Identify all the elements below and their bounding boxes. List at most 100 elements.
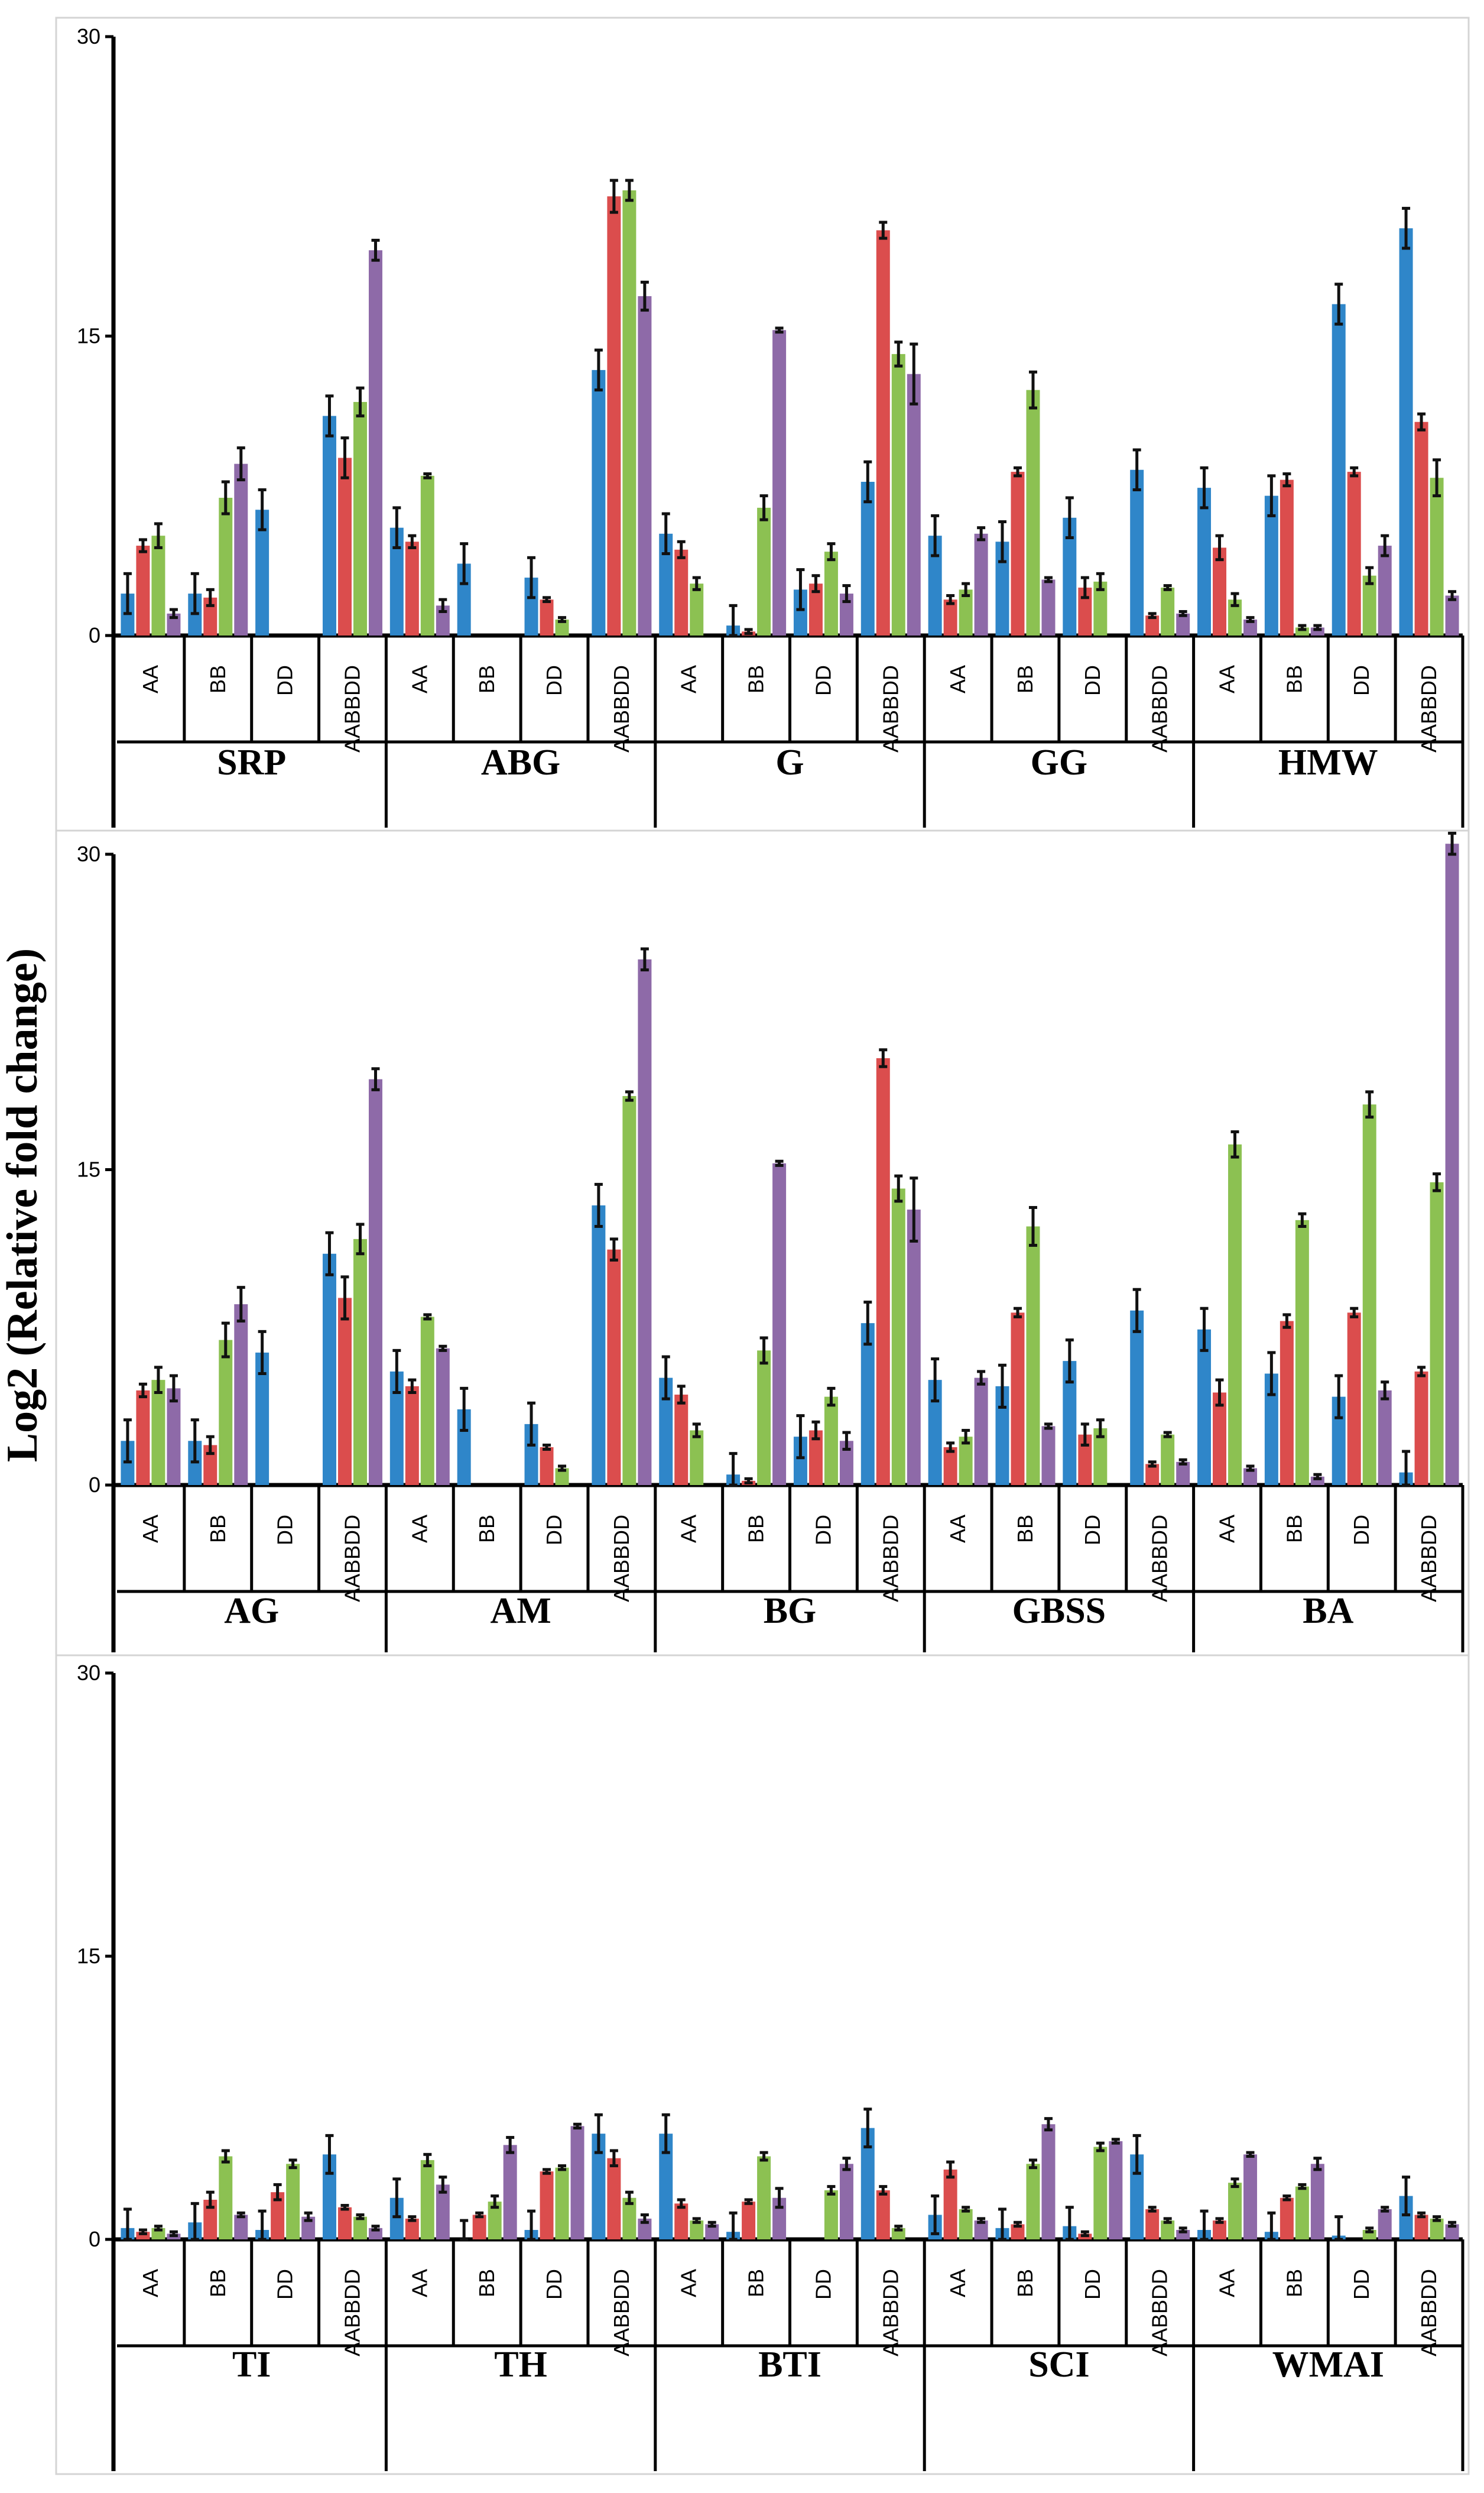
genome-label: AABBDD	[340, 1515, 364, 1602]
bar	[622, 190, 637, 636]
bar	[337, 1298, 352, 1485]
bar	[555, 2167, 569, 2239]
panel-frame	[55, 1654, 1470, 2475]
bar	[1310, 2164, 1324, 2239]
gene-label: HMW	[1278, 743, 1378, 783]
bar	[1197, 1329, 1212, 1485]
bar	[1213, 2220, 1227, 2239]
bar	[1041, 1426, 1056, 1485]
bar	[322, 416, 336, 636]
bar	[389, 527, 404, 636]
gene-label: GG	[1031, 743, 1087, 783]
gene-label: SRP	[217, 743, 286, 783]
bar	[1011, 2224, 1025, 2239]
gene-label: ABG	[481, 743, 560, 783]
bar	[405, 2218, 419, 2239]
genome-label: BB	[1282, 1515, 1306, 1543]
genome-label: BB	[206, 1515, 230, 1543]
genome-label: DD	[811, 1515, 835, 1545]
gene-label: WMAI	[1272, 2345, 1384, 2385]
genome-label: AA	[138, 665, 163, 693]
bar	[592, 369, 606, 636]
bar	[1093, 2147, 1108, 2239]
bar	[793, 589, 807, 636]
bar	[1228, 2183, 1242, 2239]
bar	[959, 2209, 973, 2239]
bar	[839, 1441, 853, 1485]
bar	[389, 1371, 404, 1485]
genome-label: AABBDD	[1148, 665, 1172, 753]
bar	[891, 1188, 905, 1485]
bar	[1213, 1392, 1227, 1485]
bar	[234, 2215, 248, 2239]
bar	[1176, 613, 1190, 636]
bar	[203, 597, 217, 636]
gene-label: SCI	[1028, 2345, 1089, 2385]
bar	[540, 599, 554, 636]
bar	[1378, 1390, 1392, 1485]
bar	[1063, 517, 1077, 636]
genome-label: BB	[475, 1515, 499, 1543]
bar	[234, 463, 248, 636]
bar	[1026, 1226, 1040, 1485]
bar	[203, 1445, 217, 1485]
bar	[1347, 472, 1361, 636]
bar	[1145, 2209, 1160, 2239]
bar	[337, 458, 352, 636]
bar	[1243, 619, 1258, 636]
genome-label: DD	[542, 665, 566, 696]
bar	[1228, 1144, 1242, 1485]
genome-label: DD	[1080, 1515, 1105, 1545]
genome-label: DD	[1349, 665, 1373, 696]
bar	[876, 230, 890, 636]
bar	[1026, 390, 1040, 636]
bar	[974, 2220, 988, 2239]
bar	[1280, 479, 1294, 636]
bar	[420, 1317, 434, 1485]
gene-label: BA	[1303, 1591, 1353, 1631]
bar	[1445, 595, 1459, 636]
bar	[1362, 1104, 1376, 1485]
bar	[1130, 469, 1144, 636]
bar	[742, 2202, 756, 2239]
bar	[436, 1348, 450, 1485]
genome-label: AA	[677, 2269, 701, 2297]
genome-label: AABBDD	[878, 665, 902, 753]
bar	[1093, 1428, 1108, 1485]
genome-label: AA	[138, 2269, 163, 2297]
bar	[457, 1409, 471, 1485]
bar	[1430, 478, 1444, 636]
genome-label: BB	[1013, 1515, 1037, 1543]
bar	[1445, 2224, 1459, 2239]
bar	[860, 1323, 875, 1485]
bar	[255, 510, 269, 636]
bar	[555, 1468, 569, 1485]
bar	[540, 1447, 554, 1485]
genome-label: AABBDD	[878, 1515, 902, 1602]
bar	[1197, 488, 1212, 636]
y-axis-label: Log2 (Relative fold change)	[0, 948, 47, 1462]
bar	[1161, 1434, 1175, 1485]
bar	[607, 2158, 621, 2239]
bar	[674, 2203, 689, 2239]
bar	[322, 1253, 336, 1485]
bar	[1041, 2124, 1056, 2239]
genome-label: DD	[273, 2269, 297, 2300]
bar	[203, 2199, 217, 2239]
gene-label: G	[775, 743, 804, 783]
bar	[659, 2134, 673, 2239]
bar	[219, 2156, 233, 2239]
genome-label: AABBDD	[609, 2269, 634, 2356]
bar	[1243, 1468, 1258, 1485]
genome-label: AA	[946, 2269, 970, 2297]
bar	[974, 1377, 988, 1485]
bar	[772, 1163, 787, 1485]
y-tick-label: 30	[77, 842, 100, 866]
bar	[472, 2215, 486, 2239]
bar	[1243, 2154, 1258, 2239]
y-tick-label: 15	[77, 1158, 100, 1182]
bar	[286, 2164, 300, 2239]
bar	[1041, 579, 1056, 636]
bar	[1176, 1461, 1190, 1485]
